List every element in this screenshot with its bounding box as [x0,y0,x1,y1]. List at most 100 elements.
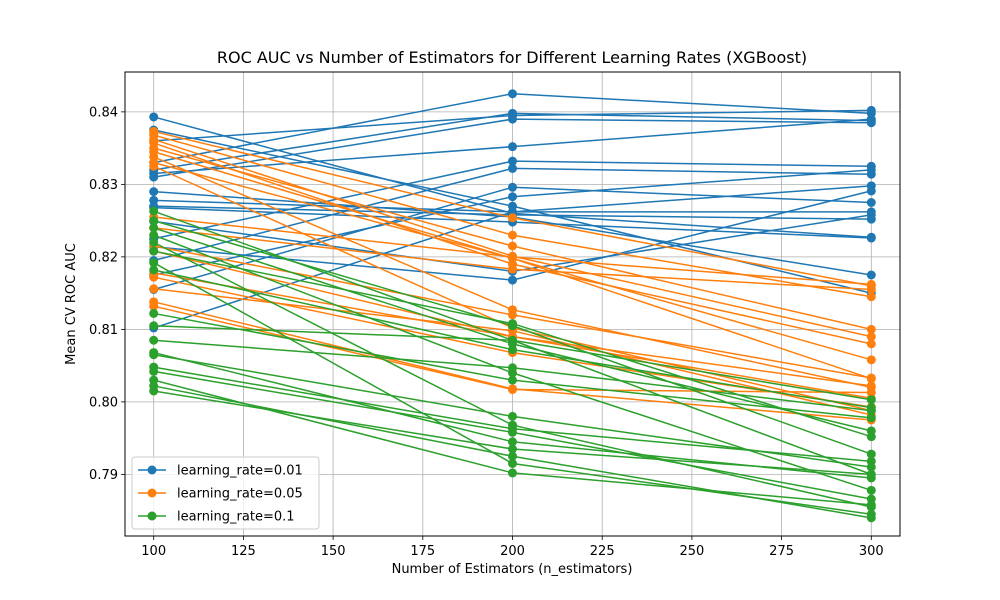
data-point [866,339,876,349]
y-tick-label: 0.84 [89,105,118,120]
x-tick-label: 100 [141,544,166,559]
data-point [508,319,517,329]
x-tick-label: 275 [769,544,794,559]
data-point [508,310,517,320]
data-point [866,432,876,442]
y-tick-label: 0.80 [89,395,118,410]
data-point [866,413,876,423]
data-point [508,142,517,152]
data-point [508,213,517,223]
data-point [508,156,517,166]
data-point [866,210,876,220]
data-point [508,89,517,99]
legend-label: learning_rate=0.1 [177,510,295,525]
data-point [508,468,517,478]
x-axis-label: Number of Estimators (n_estimators) [392,562,633,577]
data-point [508,451,517,461]
data-point [508,163,517,173]
data-point [508,459,517,468]
data-point [149,366,159,376]
data-point [508,275,517,285]
chart-title: ROC AUC vs Number of Estimators for Diff… [217,48,807,67]
y-tick-label: 0.79 [89,468,118,483]
data-point [866,485,876,495]
data-point [508,252,517,262]
data-point [508,375,517,385]
data-point [866,285,876,294]
data-point [149,335,159,345]
series-3 [149,206,876,523]
x-tick-label: 250 [679,544,704,559]
data-point [149,223,159,233]
x-tick-label: 125 [231,544,256,559]
x-tick-label: 200 [500,544,525,559]
data-point [149,112,159,122]
data-point [149,350,159,360]
data-point [508,411,517,421]
data-point [149,216,159,226]
data-point [508,385,517,395]
data-point [866,469,876,479]
data-point [866,381,876,391]
y-tick-label: 0.82 [89,250,118,265]
x-tick-label: 225 [590,544,615,559]
data-point [149,301,159,311]
legend-box [131,456,320,530]
data-point [508,345,517,355]
data-point [508,114,517,124]
data-point [508,192,517,202]
data-point [508,335,517,345]
data-point [866,270,876,280]
data-point [149,246,159,256]
data-point [508,230,517,240]
data-point [149,206,159,216]
data-point [508,437,517,447]
legend-label: learning_rate=0.05 [177,487,303,502]
data-point [866,355,876,365]
data-point [866,324,876,334]
legend-marker [147,488,157,498]
data-point [866,332,876,342]
legend-label: learning_rate=0.01 [177,464,303,479]
y-tick-label: 0.81 [89,323,118,338]
data-point [508,182,517,192]
y-axis-label: Mean CV ROC AUC [64,243,79,365]
data-point [866,513,876,523]
data-point [149,272,159,282]
series-2 [149,126,876,425]
data-point [508,264,517,274]
legend-marker [147,511,157,521]
data-point [508,241,517,251]
data-point [866,292,876,302]
data-point [866,449,876,459]
x-axis: 100 125 150 175 200 225 250 275 300 [141,536,884,559]
data-point [149,237,159,247]
data-point [508,427,517,437]
x-tick-label: 300 [859,544,884,559]
data-point [149,230,159,240]
data-point [866,198,876,207]
data-point [866,186,876,196]
data-point [866,500,876,510]
x-tick-label: 150 [321,544,346,559]
data-point [149,187,159,197]
data-point [866,373,876,383]
data-point [149,172,159,182]
data-point [866,165,876,175]
x-tick-label: 175 [410,544,435,559]
data-point [866,403,876,413]
data-point [149,265,159,275]
data-point [866,395,876,405]
y-axis: 0.79 0.80 0.81 0.82 0.83 0.84 [89,105,125,483]
data-point [149,161,159,171]
data-point [149,284,159,294]
data-point [866,118,876,128]
data-point [508,444,517,454]
data-point [866,456,876,466]
data-point [866,387,876,397]
legend-marker [147,465,157,475]
data-point [149,321,159,331]
data-point [508,363,517,373]
legend: learning_rate=0.01 learning_rate=0.05lear… [131,456,320,530]
